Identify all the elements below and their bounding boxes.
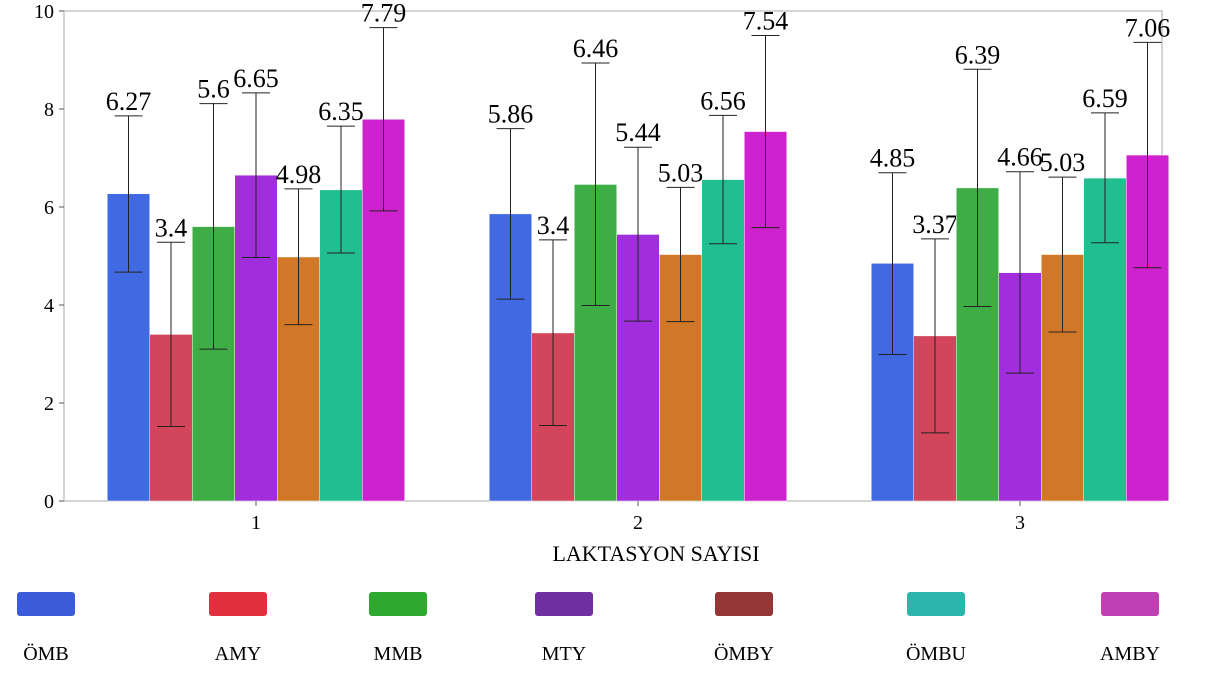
data-label: 5.44 xyxy=(615,118,661,147)
data-label: 4.85 xyxy=(870,144,916,173)
data-label: 7.06 xyxy=(1125,13,1171,42)
legend-swatch xyxy=(907,592,965,616)
y-tick-label: 6 xyxy=(44,197,54,219)
data-label: 3.37 xyxy=(912,210,958,239)
y-tick-label: 10 xyxy=(34,1,54,23)
legend-label: AMY xyxy=(215,643,262,665)
legend-swatch xyxy=(535,592,593,616)
data-label: 6.56 xyxy=(700,86,746,115)
data-label: 4.98 xyxy=(276,160,322,189)
legend-label: MMB xyxy=(374,643,423,665)
data-label: 6.39 xyxy=(955,40,1001,69)
legend-swatch xyxy=(209,592,267,616)
data-label: 6.59 xyxy=(1082,84,1128,113)
data-label: 4.66 xyxy=(997,143,1043,172)
legend-label: MTY xyxy=(542,643,586,665)
y-tick-label: 0 xyxy=(44,491,54,513)
x-axis-title: LAKTASYON SAYISI xyxy=(552,541,759,566)
x-tick-label: 3 xyxy=(1015,512,1025,534)
data-label: 3.4 xyxy=(537,211,570,240)
legend-swatch xyxy=(369,592,427,616)
legend-swatch xyxy=(1101,592,1159,616)
data-label: 5.86 xyxy=(488,100,534,129)
x-tick-label: 1 xyxy=(251,512,261,534)
data-label: 6.65 xyxy=(233,64,279,93)
legend-label: ÖMB xyxy=(23,642,69,665)
legend-label: ÖMBY xyxy=(714,642,774,665)
y-tick-label: 2 xyxy=(44,393,54,415)
data-label: 7.79 xyxy=(361,0,407,28)
data-label: 5.03 xyxy=(1040,148,1086,177)
y-tick-label: 4 xyxy=(44,295,54,317)
data-label: 3.4 xyxy=(155,213,188,242)
data-label: 7.54 xyxy=(743,7,789,36)
legend-swatch xyxy=(715,592,773,616)
data-label: 6.27 xyxy=(106,87,152,116)
legend-label: ÖMBU xyxy=(906,642,967,665)
legend-label: AMBY xyxy=(1100,643,1160,665)
data-label: 6.35 xyxy=(318,97,364,126)
y-tick-label: 8 xyxy=(44,99,54,121)
data-label: 5.6 xyxy=(197,75,230,104)
x-tick-label: 2 xyxy=(633,512,643,534)
data-label: 6.46 xyxy=(573,34,619,63)
legend-swatch xyxy=(17,592,75,616)
data-label: 5.03 xyxy=(658,158,704,187)
